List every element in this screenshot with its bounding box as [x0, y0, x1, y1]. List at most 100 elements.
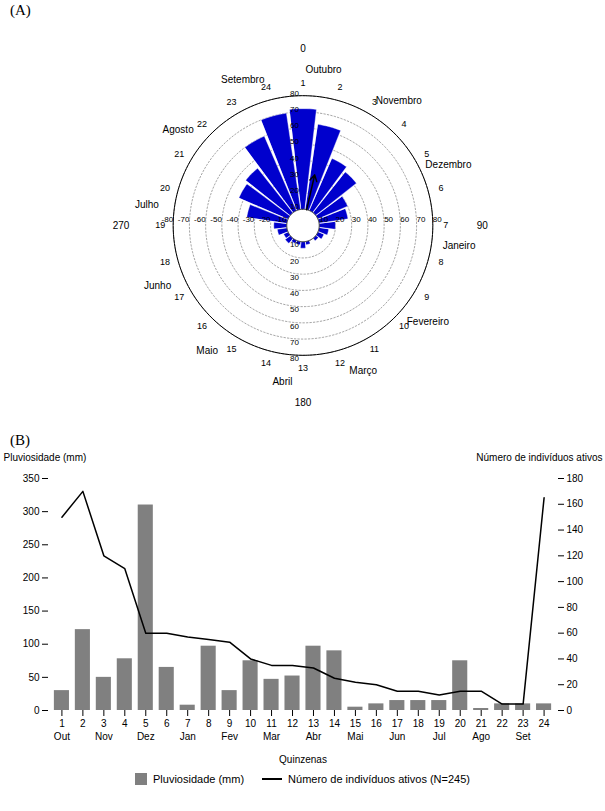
svg-text:Número de indivíduos ativos: Número de indivíduos ativos: [476, 452, 602, 463]
svg-text:300: 300: [23, 506, 40, 517]
svg-text:18: 18: [160, 257, 170, 267]
svg-text:40: 40: [290, 289, 299, 298]
svg-text:7: 7: [185, 718, 191, 729]
svg-text:40: 40: [290, 154, 299, 163]
svg-text:-60: -60: [194, 215, 206, 224]
svg-text:21: 21: [476, 718, 488, 729]
svg-text:Ago: Ago: [472, 731, 490, 742]
svg-text:200: 200: [23, 572, 40, 583]
svg-text:30: 30: [352, 215, 361, 224]
svg-text:19: 19: [155, 220, 165, 230]
svg-text:10: 10: [290, 202, 299, 211]
svg-text:12: 12: [335, 358, 345, 368]
svg-text:60: 60: [400, 215, 409, 224]
svg-text:20: 20: [335, 215, 344, 224]
svg-text:22: 22: [197, 119, 207, 129]
svg-text:Novembro: Novembro: [376, 95, 423, 106]
svg-text:Dezembro: Dezembro: [425, 159, 472, 170]
svg-text:30: 30: [290, 273, 299, 282]
svg-text:21: 21: [174, 149, 184, 159]
svg-text:100: 100: [567, 576, 584, 587]
svg-text:7: 7: [443, 220, 448, 230]
svg-text:40: 40: [567, 653, 579, 664]
svg-text:80: 80: [433, 215, 442, 224]
svg-text:1: 1: [59, 718, 65, 729]
svg-text:5: 5: [143, 718, 149, 729]
svg-text:Setembro: Setembro: [221, 74, 265, 85]
svg-text:Nov: Nov: [95, 731, 113, 742]
svg-text:3: 3: [101, 718, 107, 729]
svg-text:270: 270: [113, 220, 130, 231]
svg-text:Julho: Julho: [135, 199, 159, 210]
svg-text:24: 24: [539, 718, 551, 729]
svg-text:60: 60: [290, 121, 299, 130]
svg-text:80: 80: [567, 602, 579, 613]
svg-text:90: 90: [477, 220, 489, 231]
svg-text:70: 70: [290, 105, 299, 114]
svg-text:20: 20: [160, 183, 170, 193]
svg-text:60: 60: [290, 322, 299, 331]
svg-text:2: 2: [80, 718, 86, 729]
svg-text:5: 5: [424, 149, 429, 159]
svg-text:8: 8: [206, 718, 212, 729]
svg-text:Outubro: Outubro: [305, 64, 342, 75]
svg-text:11: 11: [266, 718, 277, 729]
svg-text:-50: -50: [210, 215, 222, 224]
svg-text:50: 50: [28, 672, 40, 683]
svg-text:10: 10: [319, 215, 328, 224]
svg-text:2: 2: [337, 82, 342, 92]
svg-text:15: 15: [227, 344, 237, 354]
svg-text:15: 15: [350, 718, 362, 729]
svg-text:20: 20: [290, 186, 299, 195]
svg-text:Fev: Fev: [221, 731, 238, 742]
svg-text:20: 20: [290, 257, 299, 266]
svg-text:Agosto: Agosto: [163, 124, 195, 135]
svg-text:16: 16: [197, 321, 207, 331]
svg-text:120: 120: [567, 550, 584, 561]
svg-text:14: 14: [329, 718, 341, 729]
svg-text:23: 23: [518, 718, 530, 729]
svg-text:13: 13: [308, 718, 320, 729]
svg-text:Abril: Abril: [272, 376, 292, 387]
svg-text:Jan: Jan: [180, 731, 196, 742]
svg-text:Março: Março: [349, 365, 377, 376]
svg-text:8: 8: [438, 257, 443, 267]
svg-text:180: 180: [567, 473, 584, 484]
svg-text:50: 50: [384, 215, 393, 224]
svg-text:13: 13: [298, 363, 308, 373]
svg-text:19: 19: [434, 718, 446, 729]
svg-text:Mar: Mar: [263, 731, 281, 742]
svg-text:80: 80: [290, 354, 299, 363]
svg-text:60: 60: [567, 627, 579, 638]
svg-text:Out: Out: [54, 731, 70, 742]
svg-text:Fevereiro: Fevereiro: [407, 316, 450, 327]
svg-text:140: 140: [567, 524, 584, 535]
svg-text:Maio: Maio: [196, 345, 218, 356]
svg-text:10: 10: [290, 240, 299, 249]
svg-text:Dez: Dez: [137, 731, 155, 742]
svg-text:70: 70: [290, 338, 299, 347]
svg-text:11: 11: [370, 344, 379, 354]
svg-text:70: 70: [417, 215, 426, 224]
svg-text:Mai: Mai: [347, 731, 363, 742]
svg-text:-70: -70: [178, 215, 190, 224]
svg-text:160: 160: [567, 498, 584, 509]
svg-text:12: 12: [287, 718, 299, 729]
svg-text:22: 22: [497, 718, 509, 729]
svg-text:20: 20: [455, 718, 467, 729]
svg-text:9: 9: [424, 292, 429, 302]
svg-text:Abr: Abr: [306, 731, 322, 742]
svg-text:6: 6: [164, 718, 170, 729]
svg-text:30: 30: [290, 170, 299, 179]
svg-text:9: 9: [227, 718, 233, 729]
svg-text:Jun: Jun: [389, 731, 405, 742]
svg-text:Set: Set: [516, 731, 531, 742]
svg-text:0: 0: [34, 705, 40, 716]
svg-text:50: 50: [290, 137, 299, 146]
svg-text:Jul: Jul: [433, 731, 446, 742]
svg-text:150: 150: [23, 605, 40, 616]
svg-text:4: 4: [122, 718, 128, 729]
svg-text:250: 250: [23, 539, 40, 550]
svg-text:Janeiro: Janeiro: [443, 240, 476, 251]
svg-text:23: 23: [227, 97, 237, 107]
